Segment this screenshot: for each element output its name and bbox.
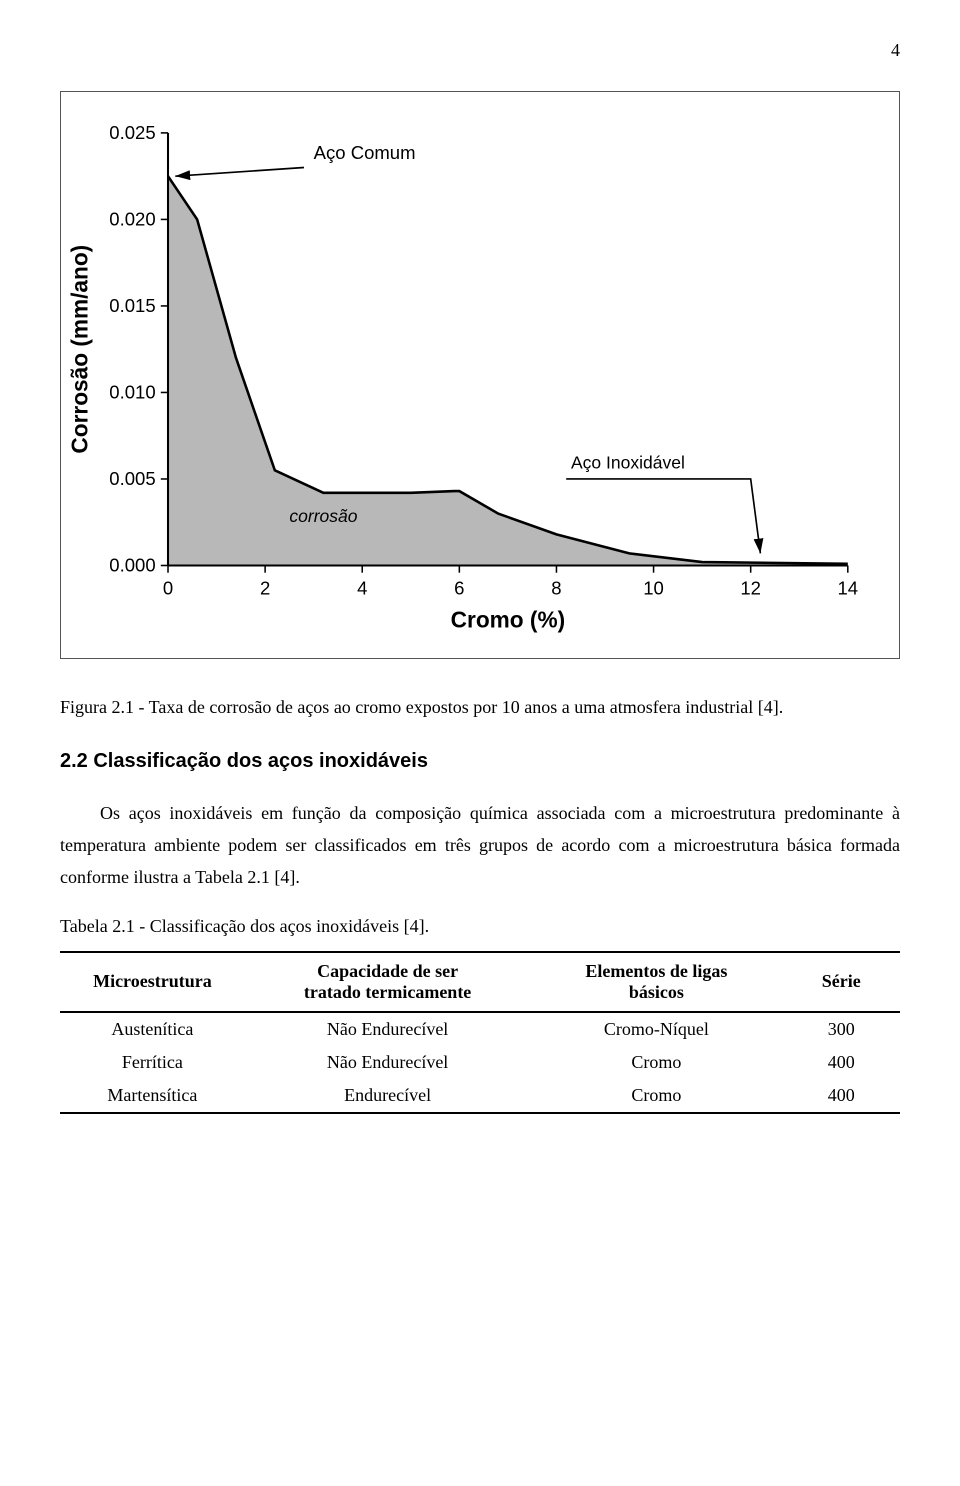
chart-frame: 0 2 4 6 8 10 12 14 0.000 0.005 0.010 0.015 0.020 0.02… — [60, 91, 900, 659]
annotation-aco-inox: Aço Inoxidável — [571, 453, 685, 473]
annotation-corrosao-lbl: corrosão — [289, 506, 357, 526]
table-cell: Ferrítica — [60, 1046, 245, 1079]
table-cell: Cromo-Níquel — [530, 1012, 782, 1046]
table-cell: Cromo — [530, 1046, 782, 1079]
table-row: FerríticaNão EndurecívelCromo400 — [60, 1046, 900, 1079]
figure-caption: Figura 2.1 - Taxa de corrosão de aços ao… — [60, 693, 900, 722]
body-paragraph: Os aços inoxidáveis em função da composi… — [60, 797, 900, 894]
svg-text:6: 6 — [454, 577, 464, 598]
table-cell: Austenítica — [60, 1012, 245, 1046]
table-cell: 400 — [782, 1079, 900, 1113]
table-header: Microestrutura — [60, 952, 245, 1012]
table-header: Capacidade de sertratado termicamente — [245, 952, 531, 1012]
table-cell: Não Endurecível — [245, 1012, 531, 1046]
svg-text:Corrosão (mm/ano): Corrosão (mm/ano) — [67, 245, 93, 454]
table-cell: 400 — [782, 1046, 900, 1079]
svg-text:14: 14 — [837, 577, 858, 598]
table-cell: Endurecível — [245, 1079, 531, 1113]
corrosion-chart: 0 2 4 6 8 10 12 14 0.000 0.005 0.010 0.015 0.020 0.02… — [65, 102, 889, 648]
svg-text:2: 2 — [260, 577, 270, 598]
table-cell: 300 — [782, 1012, 900, 1046]
svg-text:12: 12 — [740, 577, 761, 598]
table-header: Elementos de ligasbásicos — [530, 952, 782, 1012]
svg-text:10: 10 — [643, 577, 664, 598]
annotation-aco-comum: Aço Comum — [314, 142, 416, 163]
svg-text:0.020: 0.020 — [109, 209, 155, 230]
svg-text:8: 8 — [551, 577, 561, 598]
section-heading: 2.2 Classificação dos aços inoxidáveis — [60, 750, 900, 773]
table-header: Série — [782, 952, 900, 1012]
table-row: MartensíticaEndurecívelCromo400 — [60, 1079, 900, 1113]
svg-text:0.005: 0.005 — [109, 468, 155, 489]
table-cell: Martensítica — [60, 1079, 245, 1113]
table-cell: Cromo — [530, 1079, 782, 1113]
classification-table: MicroestruturaCapacidade de sertratado t… — [60, 951, 900, 1114]
svg-text:0.015: 0.015 — [109, 295, 155, 316]
table-caption: Tabela 2.1 - Classificação dos aços inox… — [60, 916, 900, 937]
svg-text:0.010: 0.010 — [109, 382, 155, 403]
svg-text:0.025: 0.025 — [109, 122, 155, 143]
svg-text:0.000: 0.000 — [109, 555, 155, 576]
svg-text:0: 0 — [163, 577, 173, 598]
table-cell: Não Endurecível — [245, 1046, 531, 1079]
page-number: 4 — [60, 40, 900, 61]
svg-text:Cromo (%): Cromo (%) — [451, 606, 565, 632]
svg-text:4: 4 — [357, 577, 367, 598]
table-row: AusteníticaNão EndurecívelCromo-Níquel30… — [60, 1012, 900, 1046]
